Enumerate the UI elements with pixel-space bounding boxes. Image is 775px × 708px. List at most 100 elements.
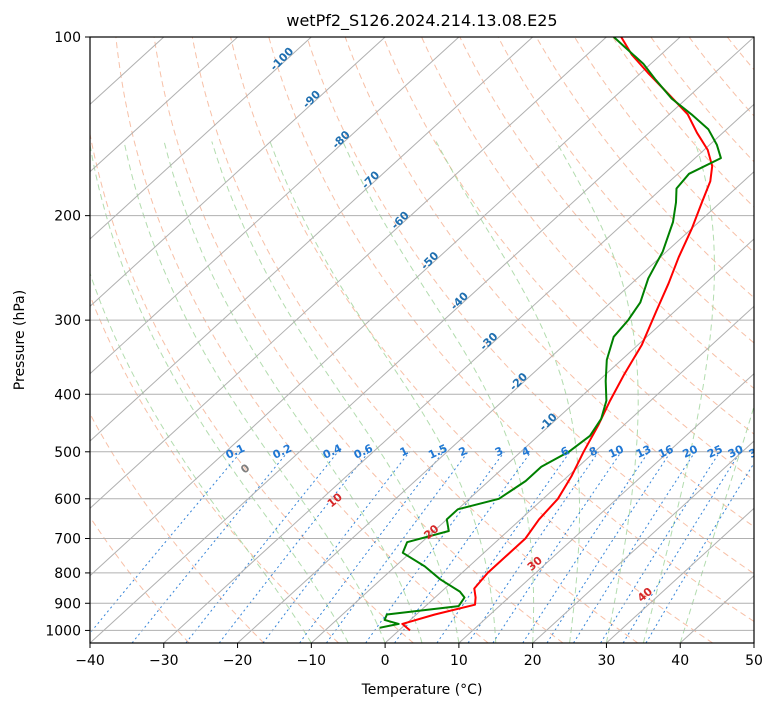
- dry-adiabat: [650, 37, 754, 163]
- y-tick-label: 900: [54, 596, 81, 612]
- moist-adiabat: [435, 141, 581, 643]
- dry-adiabat: [230, 37, 713, 643]
- mixing-ratio-line: [365, 451, 505, 643]
- isotherm-line: [90, 37, 681, 577]
- dry-adiabat: [90, 412, 265, 643]
- mixing-ratio-line: [394, 451, 532, 643]
- dry-adiabat-label: 0: [238, 461, 252, 476]
- mixing-ratio-line: [90, 451, 242, 634]
- mixing-ratio-line: [218, 451, 370, 643]
- y-tick-label: 300: [54, 313, 81, 329]
- mixing-ratio-label: 0.2: [271, 442, 294, 462]
- mixing-ratio-line: [492, 451, 622, 643]
- y-tick-label: 100: [54, 30, 81, 46]
- isotherm-label: -10: [537, 410, 560, 433]
- isotherm-label: -60: [389, 209, 412, 232]
- isotherm-line: [606, 507, 754, 643]
- mixing-ratio-line: [262, 451, 410, 643]
- mixing-ratio-line: [645, 462, 754, 643]
- dry-adiabat: [344, 37, 754, 528]
- y-axis-label: Pressure (hPa): [12, 290, 28, 390]
- dry-adiabat: [382, 37, 754, 481]
- temperature-profile: [401, 37, 714, 632]
- y-tick-label: 1000: [45, 623, 81, 639]
- isotherm-label: -90: [300, 88, 323, 111]
- mixing-ratio-line: [436, 451, 571, 643]
- moist-adiabat: [269, 141, 497, 643]
- chart-title: wetPf2_S126.2024.214.13.08.E25: [286, 11, 557, 31]
- isotherm-line: [90, 37, 312, 240]
- dry-adiabat: [90, 131, 414, 643]
- moist-adiabat: [90, 271, 312, 643]
- isotherm-label: -40: [448, 289, 471, 312]
- isotherm-label: -20: [507, 370, 530, 393]
- isotherm-line: [237, 171, 754, 643]
- moist-adiabat: [679, 404, 754, 643]
- x-tick-label: −40: [75, 653, 105, 669]
- y-tick-label: 700: [54, 532, 81, 548]
- mixing-ratio-line: [185, 451, 339, 643]
- isotherm-label: -30: [477, 330, 500, 353]
- isotherm-line: [90, 37, 534, 442]
- moist-adiabat: [90, 142, 349, 643]
- moist-adiabat: [555, 141, 639, 643]
- x-tick-label: 30: [598, 653, 616, 669]
- dry-adiabat: [191, 37, 639, 643]
- mixing-ratio-line: [131, 451, 289, 643]
- x-tick-label: 20: [524, 653, 542, 669]
- dry-adiabat: [90, 294, 339, 643]
- mixing-ratio-label: 16: [656, 442, 676, 460]
- x-tick-label: −10: [297, 653, 327, 669]
- isotherm-line: [163, 103, 754, 643]
- isotherm-label: -70: [359, 168, 382, 191]
- mixing-ratio-line: [546, 451, 672, 643]
- mixing-ratio-line: [467, 451, 599, 643]
- isotherm-line: [90, 37, 238, 173]
- isotherm-line: [90, 37, 460, 375]
- plot-frame: [89, 36, 755, 644]
- dry-adiabat: [497, 37, 754, 344]
- x-tick-label: 50: [745, 653, 763, 669]
- mixing-ratio-label: 1.5: [426, 442, 449, 462]
- mixing-ratio-label: 20: [681, 442, 701, 460]
- mixing-ratio-label: 30: [726, 442, 746, 460]
- mixing-ratio-label: 13: [634, 443, 653, 461]
- mixing-ratio-line: [299, 451, 444, 643]
- moist-adiabat: [163, 141, 423, 643]
- dry-adiabat: [688, 37, 754, 117]
- dewpoint-profile: [379, 37, 722, 629]
- dry-adiabat: [115, 37, 489, 643]
- x-tick-label: −30: [149, 653, 179, 669]
- mixing-ratio-label: 0.4: [321, 442, 344, 462]
- y-tick-label: 600: [54, 492, 81, 508]
- dry-adiabat: [90, 516, 190, 643]
- dry-adiabat: [268, 37, 754, 623]
- isotherm-line: [90, 37, 754, 643]
- y-tick-label: 200: [54, 209, 81, 225]
- dry-adiabat: [306, 37, 754, 575]
- y-tick-label: 500: [54, 445, 81, 461]
- moist-adiabat: [642, 141, 715, 643]
- isotherm-label: -50: [418, 249, 441, 272]
- mixing-ratio-label: 10: [607, 442, 627, 460]
- isotherm-line: [753, 642, 754, 643]
- isotherm-line: [90, 37, 607, 509]
- x-axis-label: Temperature (°C): [361, 682, 483, 698]
- x-tick-label: −20: [223, 653, 253, 669]
- dry-adiabat: [421, 37, 754, 435]
- x-tick-label: 10: [450, 653, 468, 669]
- mixing-ratio-line: [522, 451, 650, 643]
- isotherm-line: [90, 37, 386, 308]
- mixing-ratio-label: 0.6: [352, 442, 375, 462]
- x-tick-label: 40: [671, 653, 689, 669]
- mixing-ratio-label: 36: [747, 442, 767, 460]
- y-tick-label: 800: [54, 566, 81, 582]
- mixing-ratio-line: [622, 451, 741, 643]
- dry-adiabat: [766, 37, 775, 643]
- mixing-ratio-line: [573, 451, 696, 643]
- moist-adiabat: [123, 141, 386, 643]
- mixing-ratio-label: 25: [705, 443, 724, 461]
- isotherm-line: [458, 372, 754, 643]
- dry-adiabat: [574, 37, 754, 254]
